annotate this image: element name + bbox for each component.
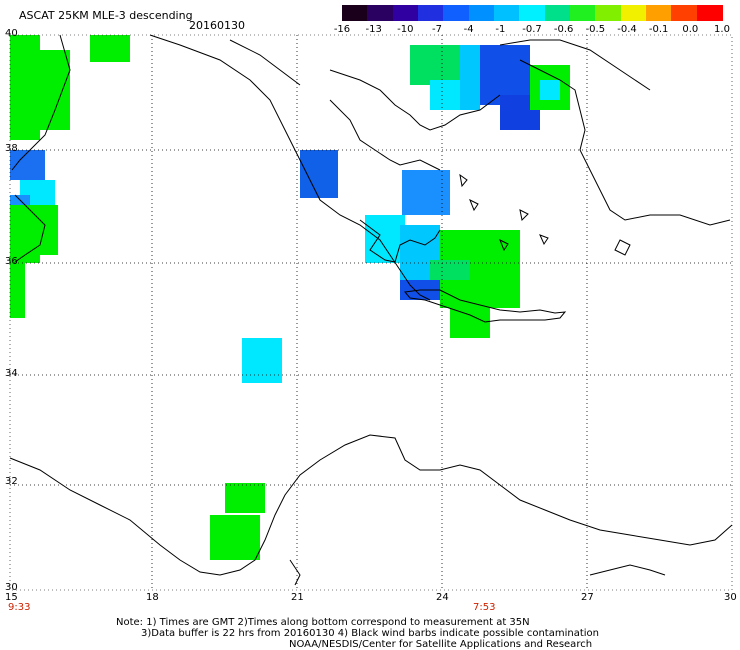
colorbar-swatch [671,5,698,21]
colorbar-swatch [367,5,394,21]
lat-label-30: 30 [5,582,18,593]
colorbar-swatch [468,5,495,21]
colorbar-swatch [620,5,647,21]
colorbar-swatch [570,5,597,21]
colorbar-tick-label: -7 [432,24,442,35]
lat-label-36: 36 [5,256,18,267]
colorbar-tick-label: -0.1 [648,24,669,35]
colorbar-tick-label: -10 [397,24,414,35]
lon-label-27: 27 [581,592,594,603]
note-line-2: 3)Data buffer is 22 hrs from 20160130 4)… [141,628,599,639]
colorbar-tick-label: -0.4 [617,24,637,35]
note-line-3: NOAA/NESDIS/Center for Satellite Applica… [289,639,593,650]
colorbar-swatch [443,5,470,21]
colorbar-swatch [646,5,673,21]
colorbar-swatch [595,5,622,21]
lon-label-30: 30 [724,592,737,603]
colorbar-tick-label: 1.0 [714,24,730,35]
lon-label-18: 18 [146,592,159,603]
time-mid: 7:53 [473,602,496,613]
lat-label-32: 32 [5,476,18,487]
colorbar-tick-label: -13 [365,24,382,35]
colorbar-tick-label: -1 [495,24,506,35]
lat-label-34: 34 [5,368,18,379]
coastlines [9,34,733,586]
lat-label-38: 38 [5,143,18,154]
colorbar-swatch [519,5,546,21]
note-line-1: Note: 1) Times are GMT 2)Times along bot… [116,617,530,628]
colorbar-swatch [696,5,723,21]
colorbar-tick-label: -0.7 [522,24,542,35]
colorbar-swatch [418,5,445,21]
colorbar [342,5,723,21]
lon-label-15: 15 [5,592,18,603]
map-frame [9,34,733,591]
map-title: ASCAT 25KM MLE-3 descending [19,9,193,22]
graticule [10,35,732,590]
map-date: 20160130 [189,19,245,32]
lat-label-40: 40 [5,28,18,39]
wind-data-cells [10,35,570,560]
colorbar-swatch [494,5,521,21]
colorbar-swatch [392,5,419,21]
lon-label-21: 21 [291,592,304,603]
colorbar-swatch [544,5,571,21]
colorbar-tick-label: 0.0 [682,24,699,35]
time-left: 9:33 [8,602,31,613]
colorbar-tick-label: -0.6 [553,24,574,35]
colorbar-tick-label: -16 [333,24,351,35]
colorbar-tick-label: -0.5 [585,24,606,35]
colorbar-tick-label: -4 [463,24,474,35]
lon-label-24: 24 [436,592,449,603]
colorbar-swatch [342,5,369,21]
